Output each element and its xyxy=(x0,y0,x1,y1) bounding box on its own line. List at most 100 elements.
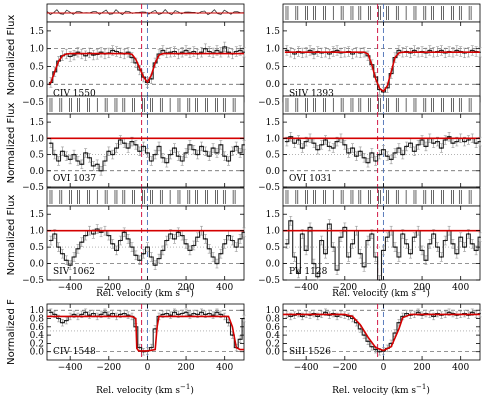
flux-point xyxy=(313,142,315,145)
flux-point xyxy=(432,142,435,145)
y-tick-label: 1.5 xyxy=(30,210,45,220)
flux-point xyxy=(196,313,199,316)
flux-point xyxy=(336,269,338,272)
y-tick-label: 1.5 xyxy=(266,27,281,37)
flux-point xyxy=(115,147,118,149)
y-tick-label: 1.5 xyxy=(30,27,45,37)
x-tick-label: 200 xyxy=(413,283,430,293)
flux-point xyxy=(200,51,203,54)
y-tick-label: 0.0 xyxy=(30,167,45,177)
flux-point xyxy=(432,233,435,235)
flux-point xyxy=(459,236,462,239)
flux-point xyxy=(378,153,381,156)
flux-point xyxy=(397,147,400,149)
y-tick-label: −0.5 xyxy=(22,98,44,108)
flux-point xyxy=(324,139,327,141)
y-tick-label: 1.5 xyxy=(266,118,281,128)
flux-point xyxy=(397,256,400,258)
flux-point xyxy=(208,155,211,158)
flux-point xyxy=(200,311,203,314)
flux-point xyxy=(73,256,75,258)
flux-point xyxy=(370,152,373,154)
flux-point xyxy=(127,147,130,149)
flux-point xyxy=(340,236,342,239)
flux-point xyxy=(196,153,199,156)
flux-point xyxy=(455,49,458,52)
x-axis-title: Rel. velocity (km s−1) xyxy=(332,286,430,299)
flux-point xyxy=(223,45,226,48)
flux-point xyxy=(204,237,207,240)
flux-point xyxy=(134,254,137,257)
flux-point xyxy=(409,142,412,145)
flux-point xyxy=(146,152,149,154)
flux-point xyxy=(363,156,366,159)
flux-point xyxy=(309,226,311,229)
flux-point xyxy=(165,239,168,242)
flux-point xyxy=(479,236,481,239)
flux-point xyxy=(100,51,102,54)
flux-point xyxy=(119,239,122,242)
flux-point xyxy=(409,252,412,255)
flux-point xyxy=(77,160,79,162)
x-axis-title: Rel. velocity (km s−1) xyxy=(96,286,194,299)
flux-point xyxy=(154,153,157,156)
flux-point xyxy=(173,237,176,240)
flux-point xyxy=(73,54,75,56)
flux-point xyxy=(138,150,141,153)
x-tick-label: −400 xyxy=(294,283,319,293)
flux-point xyxy=(69,158,72,161)
flux-point xyxy=(192,312,195,315)
flux-point xyxy=(111,242,114,245)
flux-point xyxy=(73,313,75,316)
y-tick-label: 1.0 xyxy=(30,134,45,144)
flux-point xyxy=(212,256,214,258)
flux-point xyxy=(216,152,218,154)
flux-point xyxy=(181,234,184,237)
flux-point xyxy=(185,242,187,245)
ion-label: OVI 1037 xyxy=(53,174,96,184)
flux-point xyxy=(92,233,95,235)
flux-point xyxy=(455,252,458,255)
y-tick-label: 1.5 xyxy=(266,210,281,220)
x-tick-label: 200 xyxy=(177,363,194,373)
flux-point xyxy=(161,49,164,52)
flux-point xyxy=(313,53,315,55)
flux-point xyxy=(448,311,450,314)
y-tick-label: 1.0 xyxy=(266,45,281,55)
x-tick-label: 400 xyxy=(452,363,469,373)
y-tick-label: 0.0 xyxy=(30,260,45,270)
x-tick-label: 400 xyxy=(452,283,469,293)
flux-point xyxy=(104,311,106,314)
y-tick-label: 0.2 xyxy=(30,339,44,349)
flux-point xyxy=(150,346,153,349)
flux-point xyxy=(84,311,87,314)
flux-point xyxy=(57,160,60,162)
x-tick-label: 0 xyxy=(381,283,387,293)
flux-point xyxy=(355,155,358,158)
y-axis-title: Normalized Flux xyxy=(6,195,17,276)
flux-point xyxy=(146,246,149,249)
flux-point xyxy=(332,147,335,149)
flux-point xyxy=(336,140,338,143)
flux-point xyxy=(428,49,431,52)
ion-label: CIV 1550 xyxy=(53,89,96,99)
flux-point xyxy=(328,223,331,225)
flux-point xyxy=(80,163,83,166)
y-tick-label: 0.4 xyxy=(30,331,45,341)
flux-point xyxy=(367,340,369,343)
flux-point xyxy=(444,139,447,141)
flux-point xyxy=(239,237,242,240)
flux-point xyxy=(305,140,308,143)
flux-point xyxy=(351,147,354,149)
x-axis-title: Rel. velocity (km s−1) xyxy=(96,383,194,396)
flux-point xyxy=(471,311,474,314)
flux-point xyxy=(185,49,187,52)
flux-point xyxy=(324,252,327,255)
y-tick-label: 0.0 xyxy=(266,348,281,358)
flux-point xyxy=(374,160,377,162)
x-tick-label: 400 xyxy=(216,363,233,373)
flux-point xyxy=(115,50,118,53)
flux-point xyxy=(289,315,292,318)
panel-frame xyxy=(46,21,245,103)
flux-point xyxy=(107,150,110,153)
